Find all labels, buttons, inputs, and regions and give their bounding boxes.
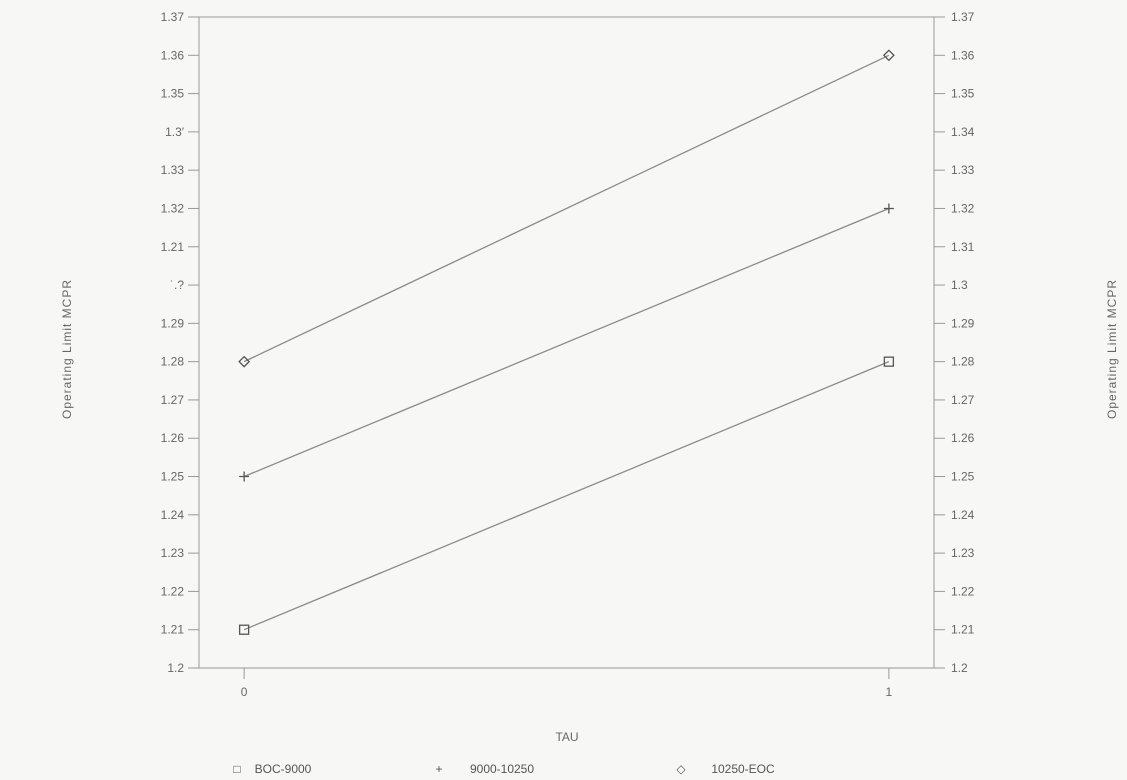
tick-marks-layer	[188, 16, 945, 679]
y-axis-title-right: Operating Limit MCPR	[1105, 279, 1119, 419]
series-line-3	[243, 54, 890, 363]
y-tick-label-right: 1.37	[951, 10, 975, 24]
y-tick-label-left: 1.32	[161, 201, 185, 215]
y-tick-label-left: 1.35	[161, 87, 185, 101]
y-tick-label-right: 1.33	[951, 163, 975, 177]
y-tick-label-right: 1.22	[951, 584, 975, 598]
data-point-plus	[883, 203, 894, 214]
plot-frame	[198, 16, 935, 669]
y-tick-label-left: 1.28	[161, 355, 185, 369]
y-tick-label-right: 1.23	[951, 546, 975, 560]
y-tick-label-right: 1.29	[951, 316, 975, 330]
y-tick-label-right: 1.26	[951, 431, 975, 445]
y-tick-label-right: 1.31	[951, 240, 975, 254]
data-point-square	[883, 356, 895, 367]
legend-label-10250-eoc: 10250-EOC	[711, 762, 775, 776]
legend-symbol-boc-9000: □	[233, 762, 240, 776]
data-point-diamond	[238, 355, 251, 368]
plot-frame-layer	[198, 16, 935, 669]
y-tick-label-right: 1.28	[951, 355, 975, 369]
legend-symbol-9000-10250: +	[435, 762, 442, 776]
tick-labels-layer: 1.37 1.37 1.36 1.36 1.35 1.35 1.3′ 1.34 1.33 1.33…	[161, 10, 975, 699]
data-point-square	[238, 624, 250, 635]
y-tick-label-left: 1.29	[161, 316, 185, 330]
x-axis-title: TAU	[555, 730, 578, 744]
y-tick-label-left: 1.25	[161, 470, 185, 484]
y-tick-label-right: 1.27	[951, 393, 975, 407]
y-tick-label-left: 1.24	[161, 508, 185, 522]
y-tick-label-left: 1.27	[161, 393, 185, 407]
y-tick-label-right: 1.25	[951, 470, 975, 484]
legend: □ BOC-9000 + 9000-10250 ◇ 10250-EOC	[233, 762, 775, 776]
y-tick-label-left: 1.3′	[165, 125, 185, 139]
y-tick-label-left: 1.36	[161, 48, 185, 62]
series-layer	[238, 49, 895, 635]
x-tick-label: 0	[241, 685, 248, 699]
y-tick-label-left: 1.37	[161, 10, 185, 24]
y-tick-label-right: 1.21	[951, 623, 975, 637]
legend-label-boc-9000: BOC-9000	[255, 762, 312, 776]
legend-symbol-10250-eoc: ◇	[676, 762, 686, 776]
y-tick-label-right: 1.36	[951, 48, 975, 62]
y-axis-title-left: Operating Limit MCPR	[60, 279, 74, 419]
y-tick-label-left: 1.21	[161, 623, 185, 637]
y-tick-label-left: 1.21	[161, 240, 185, 254]
y-tick-label-left: 1.33	[161, 163, 185, 177]
y-tick-label-right: 1.34	[951, 125, 975, 139]
y-tick-label-right: 1.24	[951, 508, 975, 522]
y-tick-label-left: ˙.?	[170, 278, 184, 292]
series-line-1	[243, 361, 890, 631]
y-tick-label-right: 1.3	[951, 278, 968, 292]
legend-label-9000-10250: 9000-10250	[470, 762, 534, 776]
y-tick-label-left: 1.26	[161, 431, 185, 445]
data-point-diamond	[882, 49, 895, 62]
y-tick-label-right: 1.35	[951, 87, 975, 101]
y-tick-label-left: 1.22	[161, 584, 185, 598]
y-tick-label-left: 1.23	[161, 546, 185, 560]
y-tick-label-right: 1.2	[951, 661, 968, 675]
data-point-plus	[239, 471, 250, 482]
y-tick-label-right: 1.32	[951, 201, 975, 215]
series-line-2	[243, 207, 890, 478]
x-tick-label: 1	[886, 685, 893, 699]
y-tick-label-left: 1.2	[167, 661, 184, 675]
